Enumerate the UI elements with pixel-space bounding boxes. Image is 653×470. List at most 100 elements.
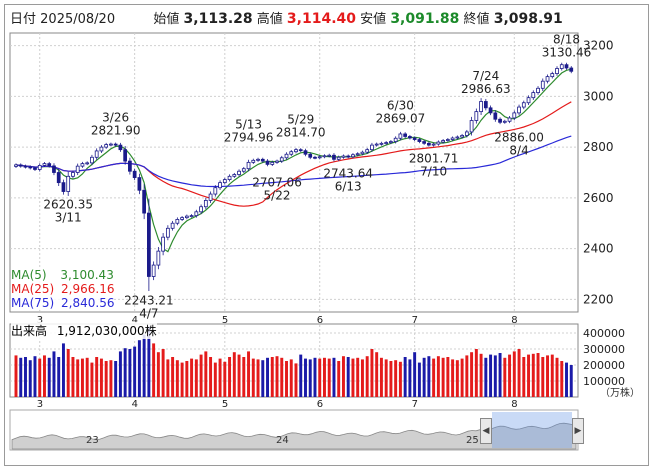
- price-annotation: 2620.353/11: [43, 198, 93, 225]
- ma75-value: 2,840.56: [61, 296, 115, 310]
- candle-body: [550, 73, 555, 78]
- candle-body: [33, 167, 37, 170]
- price-tick-label: 2800: [583, 140, 614, 154]
- candle-body: [203, 199, 208, 208]
- volume-bar: [242, 357, 246, 397]
- volume-bar: [455, 360, 459, 397]
- candle-body: [156, 250, 161, 266]
- candle-body: [351, 154, 355, 158]
- candle-body: [469, 120, 474, 133]
- volume-bar: [351, 358, 355, 397]
- volume-bar: [308, 359, 312, 397]
- candle-body: [289, 151, 294, 155]
- volume-bar: [256, 359, 260, 397]
- volume-bar: [313, 357, 317, 397]
- overview-selection: [492, 412, 572, 448]
- volume-label: 出来高: [11, 324, 48, 338]
- volume-bar: [204, 351, 208, 397]
- volume-bar: [379, 357, 383, 397]
- price-tick-label: 3200: [583, 39, 614, 53]
- high-value: 3,114.40: [286, 11, 357, 27]
- candle-body: [94, 150, 99, 158]
- candle-body: [517, 106, 521, 114]
- candle-body: [531, 92, 536, 99]
- candle-body: [52, 165, 56, 173]
- candle-body: [445, 139, 450, 141]
- annotation-value: 2707.06: [252, 176, 302, 190]
- volume-bar: [71, 357, 75, 397]
- volume-bar: [294, 363, 298, 397]
- volume-bar: [266, 357, 269, 397]
- annotation-value: 2801.71: [409, 152, 459, 166]
- volume-bar: [489, 354, 493, 397]
- volume-bar: [527, 354, 531, 397]
- volume-bar: [474, 349, 478, 397]
- ma75-label: MA(75): [11, 296, 55, 310]
- volume-value: 1,912,030,000株: [56, 324, 157, 338]
- annotation-date: 7/10: [420, 165, 447, 179]
- volume-bar: [460, 358, 464, 397]
- volume-bar: [185, 361, 189, 397]
- chart-frame: [4, 4, 649, 466]
- volume-bar: [304, 358, 307, 397]
- volume-bar: [479, 353, 483, 397]
- volume-bar: [133, 346, 137, 397]
- volume-bar: [318, 358, 322, 397]
- volume-bar: [508, 354, 512, 397]
- volume-bar: [436, 356, 440, 397]
- volume-bar: [550, 354, 554, 397]
- ma5-legend: MA(5) 3,100.43: [11, 268, 114, 282]
- volume-bar: [104, 361, 108, 397]
- candle-body: [37, 164, 42, 170]
- candle-body: [336, 156, 341, 160]
- candle-body: [436, 141, 441, 145]
- volume-bar: [356, 357, 360, 397]
- candle-body: [165, 227, 170, 238]
- candle-body: [47, 163, 52, 167]
- candle-body: [521, 102, 526, 108]
- volume-bar: [251, 358, 255, 397]
- annotation-date: 3/11: [55, 211, 82, 225]
- volume-bar: [417, 362, 421, 397]
- candle-body: [232, 174, 237, 177]
- volume-bar: [337, 361, 341, 397]
- price-annotation: 2707.065/22: [252, 176, 302, 203]
- volume-bar: [346, 357, 350, 397]
- volume-bar: [223, 361, 227, 397]
- candle-body: [474, 111, 479, 121]
- candle-body: [488, 107, 493, 114]
- volume-bar: [123, 348, 127, 397]
- volume-bar: [498, 353, 502, 397]
- candle-body: [464, 131, 469, 136]
- candle-body: [322, 155, 327, 158]
- volume-bar: [536, 353, 540, 397]
- candle-body: [284, 153, 289, 159]
- candle-body: [502, 120, 507, 123]
- volume-bar: [43, 355, 46, 397]
- candle-body: [308, 153, 313, 158]
- volume-bar: [370, 349, 374, 397]
- candle-body: [450, 137, 455, 140]
- volume-bar: [365, 356, 369, 397]
- annotation-date: 5/13: [235, 117, 262, 131]
- volume-bar: [531, 353, 535, 397]
- volume-bar: [280, 357, 284, 397]
- volume-bar: [275, 356, 279, 397]
- annotation-value: 2620.35: [43, 198, 93, 212]
- annotation-date: 8/18: [553, 32, 580, 46]
- volume-bar: [66, 349, 70, 397]
- volume-bar: [47, 357, 51, 397]
- volume-bar: [38, 358, 42, 397]
- candle-body: [374, 143, 379, 146]
- annotation-date: 6/13: [335, 179, 362, 193]
- price-tick-label: 2200: [583, 292, 614, 306]
- volume-bar: [128, 349, 132, 397]
- month-label: 3: [37, 399, 43, 410]
- open-label: 始値: [153, 12, 180, 27]
- range-left-handle[interactable]: ◀: [480, 418, 492, 444]
- range-right-handle[interactable]: ▶: [572, 418, 584, 444]
- candle-body: [208, 193, 213, 201]
- volume-bar: [522, 357, 526, 397]
